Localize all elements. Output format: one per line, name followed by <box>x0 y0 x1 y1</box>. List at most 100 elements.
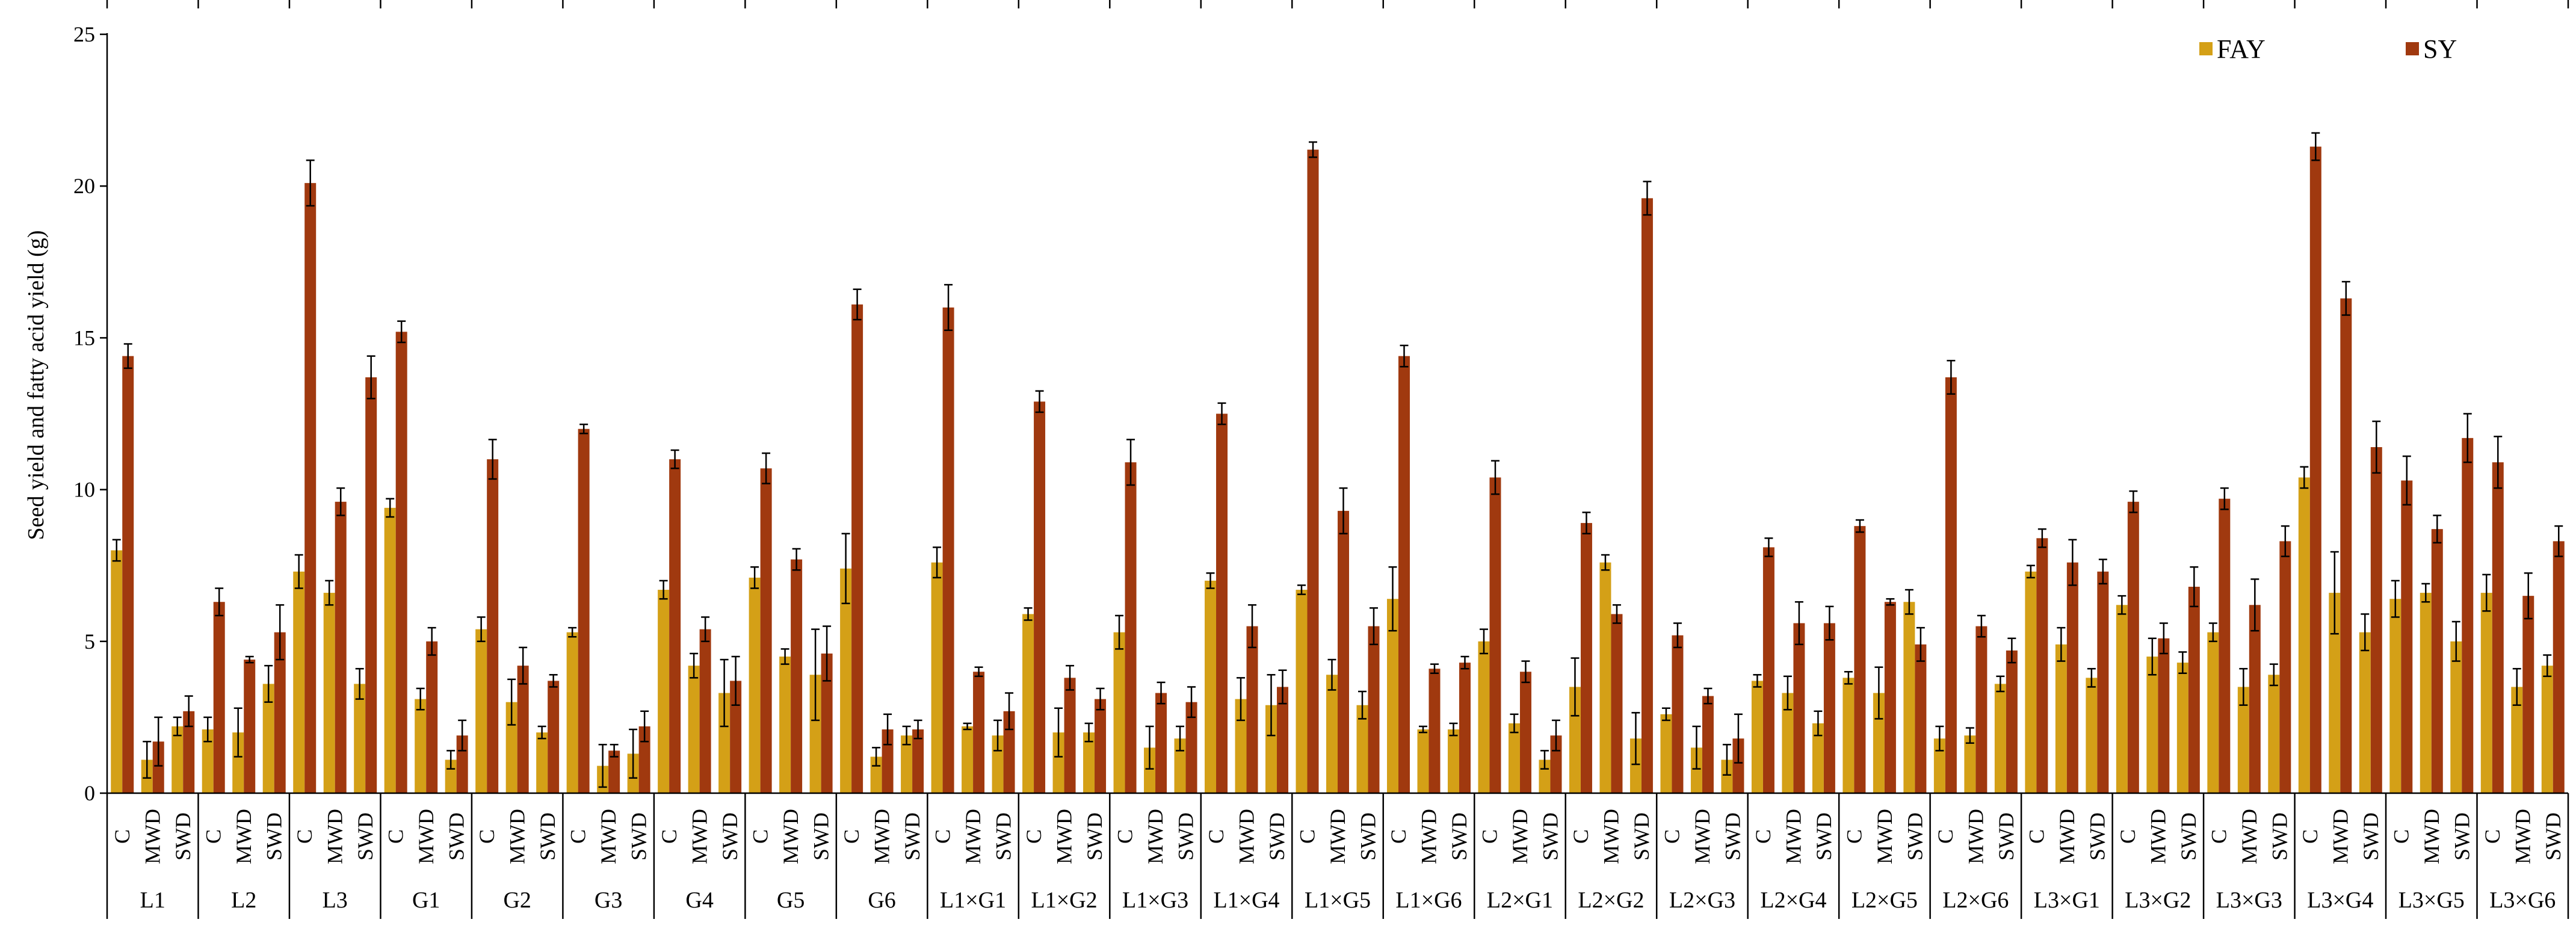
x-condition-label: SWD <box>1994 812 2018 861</box>
bar-sy-25-swd <box>2462 437 2474 793</box>
bar-sy-10-mwd <box>1064 678 1076 793</box>
bar-sy-22-swd <box>2188 587 2200 793</box>
bar-fay-18-swd <box>1812 723 1824 793</box>
x-group-label: L3×G4 <box>2307 888 2373 913</box>
x-condition-label: SWD <box>1903 812 1927 861</box>
bar-fay-17-c <box>1660 714 1672 793</box>
bar-sy-15-mwd <box>1519 672 1531 793</box>
bar-sy-4-swd <box>548 681 560 793</box>
bar-sy-13-c <box>1307 149 1319 793</box>
bar-sy-15-swd <box>1550 735 1562 793</box>
x-group-label: L3×G2 <box>2125 888 2191 913</box>
bar-fay-2-mwd <box>323 593 335 793</box>
bar-fay-22-mwd <box>2146 657 2158 793</box>
bar-fay-21-c <box>2025 571 2037 793</box>
axes-layer <box>100 0 2569 919</box>
x-condition-label: C <box>839 829 863 844</box>
y-tick-label: 20 <box>73 174 95 198</box>
bar-fay-0-c <box>111 550 123 793</box>
x-group-label: L1×G6 <box>1395 888 1462 913</box>
x-group-label: L3 <box>323 888 348 913</box>
x-condition-label: MWD <box>1052 809 1076 864</box>
bar-fay-3-c <box>384 507 396 793</box>
bar-sy-21-c <box>2036 538 2048 793</box>
bar-sy-5-swd <box>638 726 650 793</box>
x-condition-label: MWD <box>961 809 985 864</box>
bar-fay-20-c <box>1933 738 1945 793</box>
x-group-label: L3×G5 <box>2398 888 2465 913</box>
x-condition-label: C <box>1386 829 1410 844</box>
x-condition-label: C <box>202 829 226 844</box>
x-condition-label: MWD <box>1326 809 1350 864</box>
x-condition-label: C <box>2298 829 2322 844</box>
x-condition-label: SWD <box>2085 812 2109 861</box>
x-group-label: L1×G3 <box>1122 888 1188 913</box>
x-group-label: L2×G1 <box>1487 888 1553 913</box>
bar-sy-9-mwd <box>973 672 985 793</box>
bar-sy-4-c <box>487 459 499 793</box>
bar-fay-6-c <box>658 590 670 793</box>
bar-fay-7-swd <box>809 675 821 793</box>
x-condition-label: SWD <box>1447 812 1471 861</box>
bar-fay-15-swd <box>1539 759 1551 793</box>
bar-fay-22-c <box>2116 605 2128 793</box>
x-group-label: L3×G1 <box>2034 888 2100 913</box>
bar-sy-0-mwd <box>152 741 164 793</box>
x-condition-label: C <box>657 829 681 844</box>
x-condition-label: SWD <box>2450 812 2474 861</box>
x-condition-label: SWD <box>536 812 560 861</box>
bar-sy-20-c <box>1945 377 1957 793</box>
bar-fay-24-swd <box>2359 632 2371 793</box>
bar-fay-7-c <box>749 577 761 793</box>
bar-sy-25-c <box>2401 480 2413 793</box>
bar-sy-10-c <box>1034 401 1046 793</box>
bar-fay-17-mwd <box>1690 747 1702 793</box>
x-condition-label: SWD <box>900 812 924 861</box>
x-condition-label: SWD <box>1538 812 1562 861</box>
x-group-label: L2×G6 <box>1942 888 2009 913</box>
bar-sy-24-mwd <box>2340 298 2352 793</box>
bar-fay-25-c <box>2389 599 2401 793</box>
bar-sy-11-mwd <box>1155 693 1167 793</box>
x-condition-label: C <box>1660 829 1684 844</box>
y-tick-label: 5 <box>84 629 95 654</box>
bar-fay-13-c <box>1296 590 1308 793</box>
x-condition-label: MWD <box>2055 809 2079 864</box>
x-condition-label: MWD <box>596 809 620 864</box>
bar-sy-14-swd <box>1459 663 1471 793</box>
bar-fay-17-swd <box>1721 759 1733 793</box>
x-condition-label: SWD <box>992 812 1016 861</box>
x-condition-label: SWD <box>2541 812 2565 861</box>
x-condition-label: C <box>2024 829 2048 844</box>
bar-sy-9-swd <box>1003 711 1015 793</box>
legend-label-fay: FAY <box>2217 34 2266 64</box>
bar-fay-4-c <box>475 629 487 793</box>
legend-swatch-sy <box>2406 42 2419 55</box>
bar-fay-8-c <box>840 568 852 793</box>
x-condition-label: C <box>292 829 317 844</box>
y-tick-label: 10 <box>73 478 95 502</box>
x-group-label: L1×G5 <box>1305 888 1371 913</box>
x-condition-label: SWD <box>1720 812 1744 861</box>
bar-sy-14-mwd <box>1429 669 1441 793</box>
bar-fay-23-mwd <box>2237 687 2249 793</box>
bar-sy-6-swd <box>730 681 742 793</box>
x-group-label: G2 <box>503 888 531 913</box>
bar-sy-26-mwd <box>2522 596 2534 793</box>
bar-fay-22-swd <box>2176 663 2188 793</box>
bar-sy-1-c <box>213 602 225 793</box>
bar-sy-13-swd <box>1368 626 1380 793</box>
bar-fay-14-swd <box>1447 729 1459 793</box>
bar-fay-15-c <box>1478 641 1490 793</box>
bar-sy-0-swd <box>183 711 195 793</box>
x-group-label: L1×G4 <box>1213 888 1279 913</box>
bar-sy-19-mwd <box>1884 602 1896 793</box>
bar-sy-23-mwd <box>2249 605 2261 793</box>
x-condition-label: MWD <box>1508 809 1532 864</box>
bar-sy-1-mwd <box>244 660 256 793</box>
x-condition-label: MWD <box>688 809 712 864</box>
error-bars-layer <box>112 132 2563 788</box>
x-group-label: L2×G5 <box>1852 888 1918 913</box>
x-condition-label: SWD <box>1083 812 1107 861</box>
x-group-label: L2 <box>231 888 256 913</box>
